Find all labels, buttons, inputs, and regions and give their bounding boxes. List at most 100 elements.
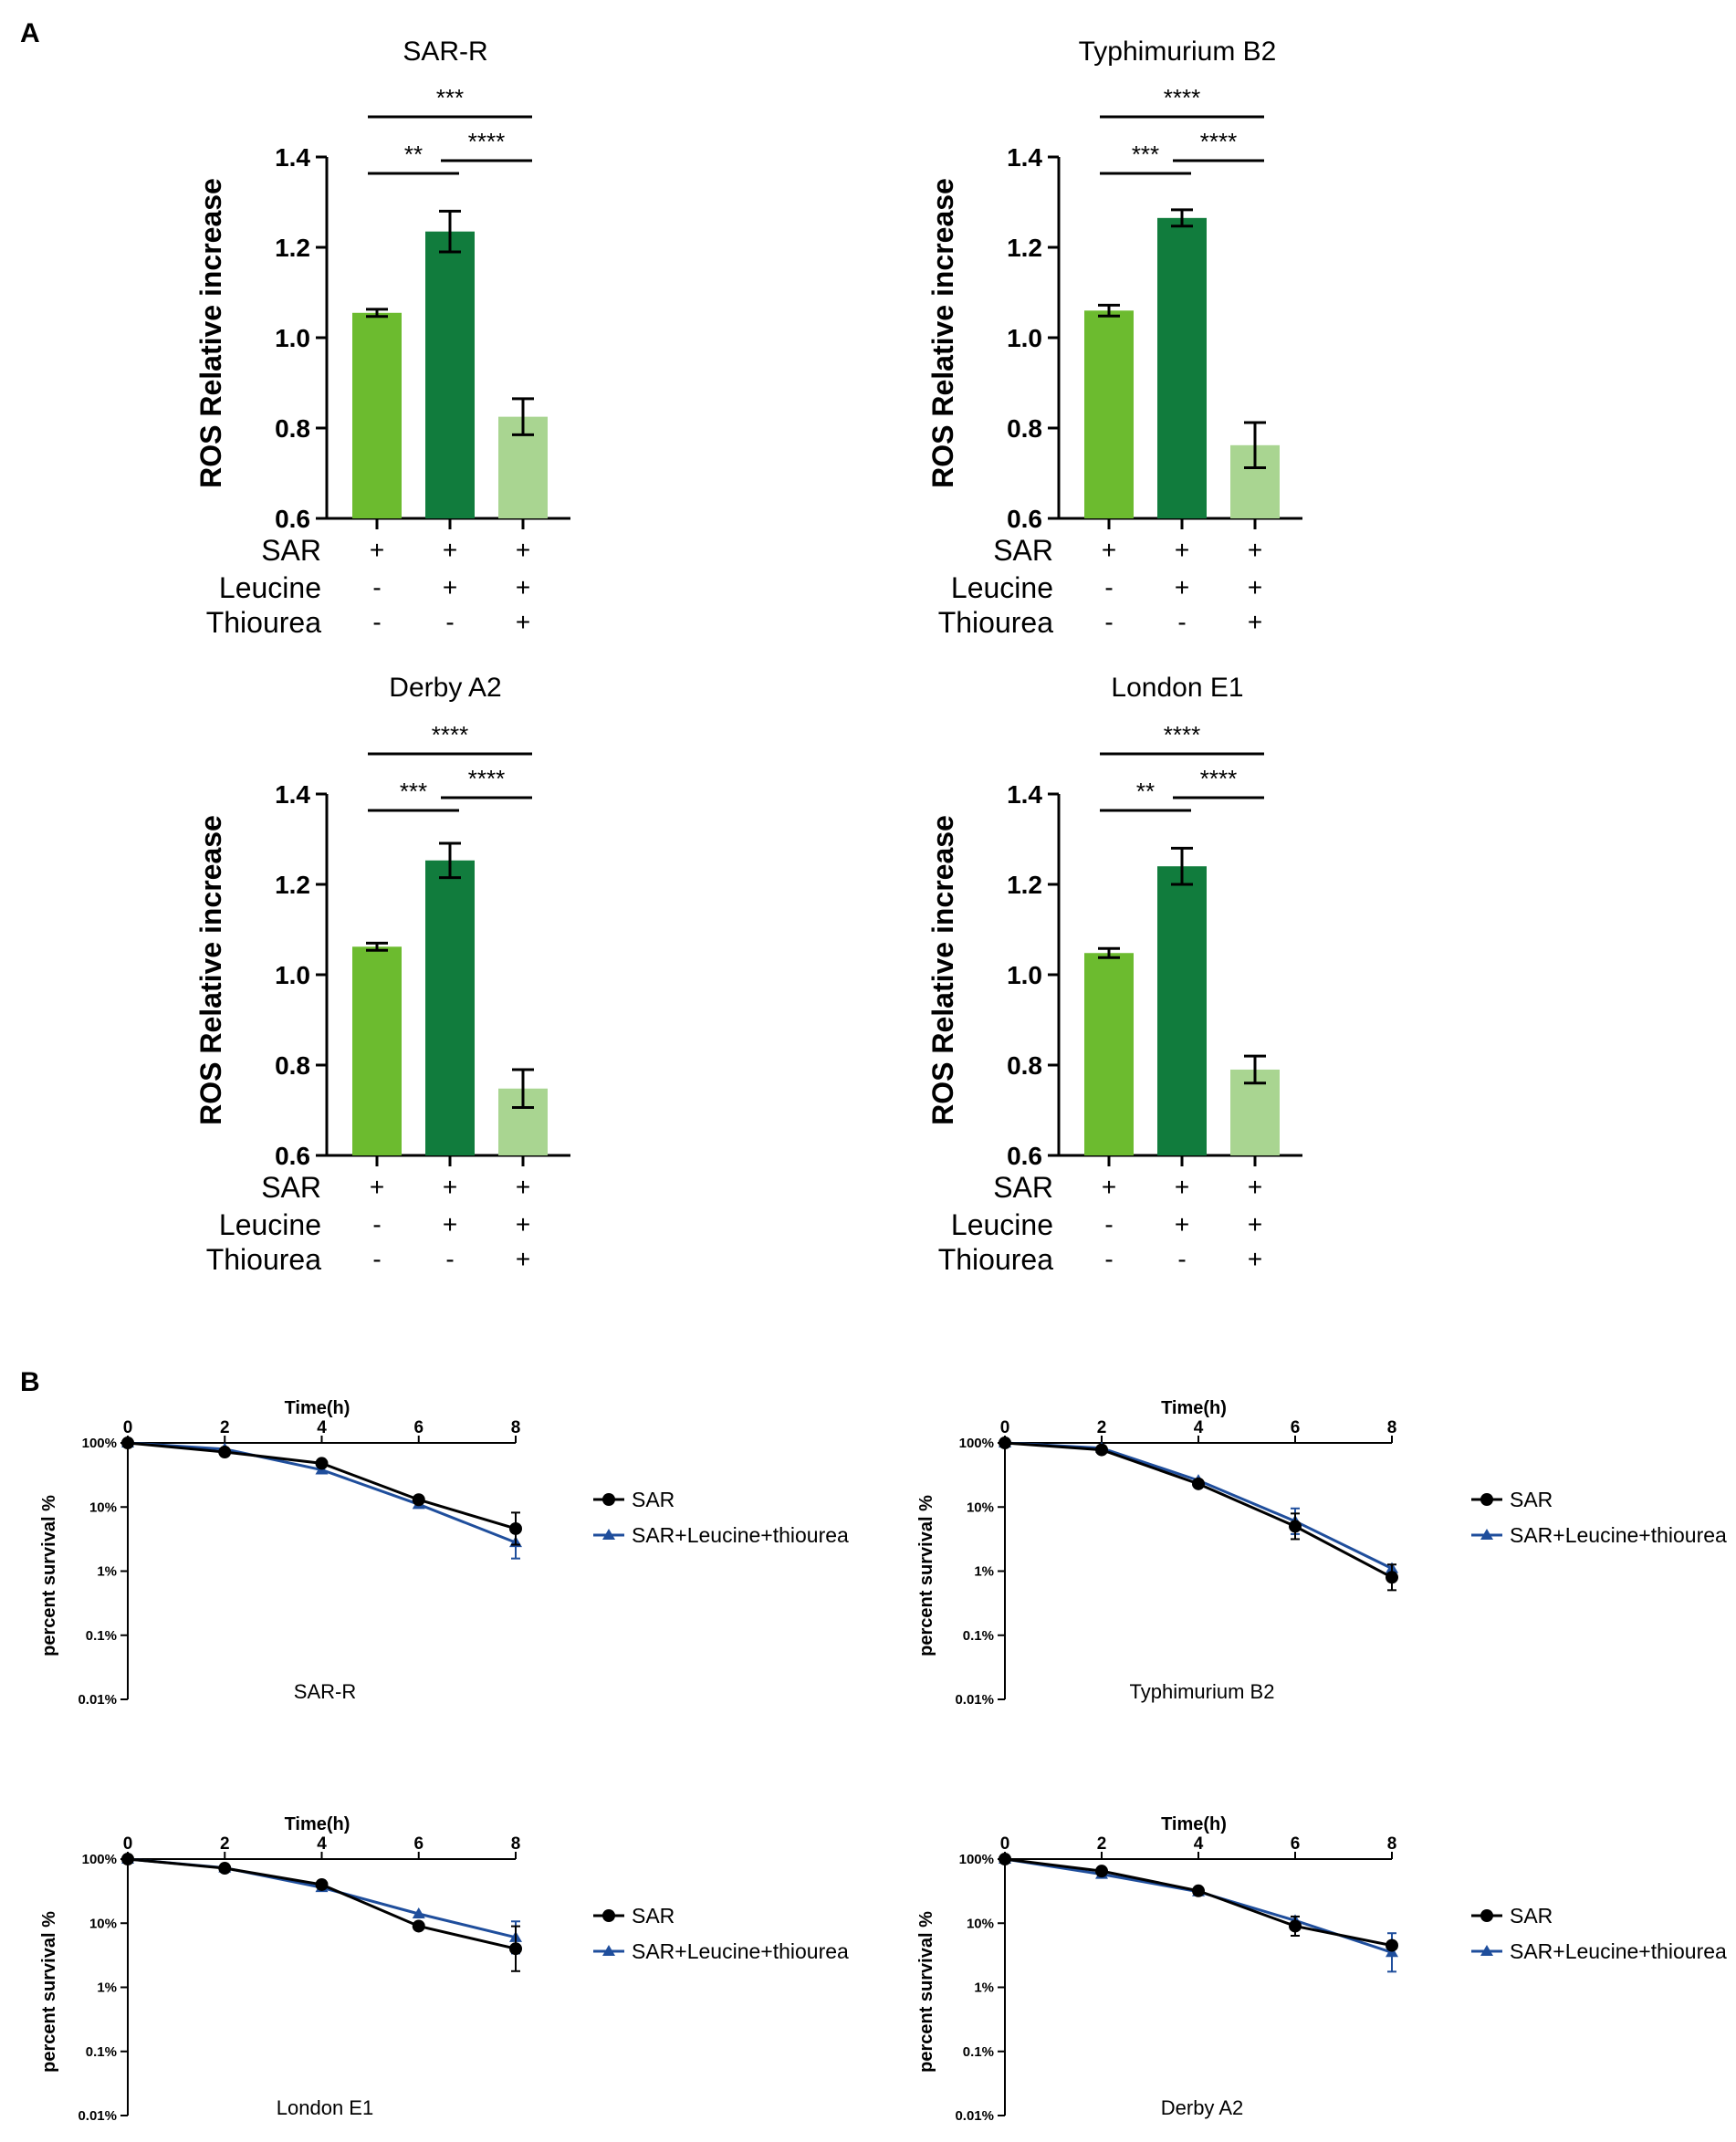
condition-sign: - [372, 608, 381, 636]
x-axis-label: Time(h) [1161, 1814, 1227, 1834]
x-axis-label: Time(h) [1161, 1398, 1227, 1418]
condition-sign: - [1177, 608, 1186, 636]
series-point [218, 1862, 232, 1876]
condition-label: Leucine [951, 571, 1053, 604]
condition-sign: + [1175, 536, 1189, 564]
series-line-0 [1004, 1441, 1393, 1579]
legend-marker [1480, 1945, 1493, 1956]
condition-sign: - [1104, 1210, 1113, 1238]
bar-1 [425, 231, 475, 519]
condition-label: Thiourea [206, 1243, 322, 1276]
series-line-0 [1004, 1857, 1393, 1948]
significance-label: **** [1164, 721, 1200, 748]
series-line-0 [127, 1857, 517, 1950]
bar-chart-0: SAR-R ROS Relative increase 0.6 0.8 1.0 1.2 1.… [194, 37, 570, 639]
y-tick-label: 0.1% [86, 1628, 117, 1644]
condition-label: SAR [993, 1171, 1053, 1204]
condition-label: SAR [261, 1171, 321, 1204]
series-point [412, 1493, 425, 1507]
condition-sign: - [445, 608, 454, 636]
legend-marker [602, 1945, 615, 1956]
condition-sign: + [443, 1173, 457, 1201]
condition-sign: + [516, 1245, 530, 1273]
x-tick-label: 2 [1097, 1418, 1107, 1437]
condition-sign: + [516, 608, 530, 636]
y-tick-label: 0.8 [1007, 414, 1042, 443]
y-tick-label: 0.6 [1007, 1142, 1042, 1170]
y-tick-label: 1.4 [1007, 780, 1042, 809]
condition-sign: + [370, 536, 384, 564]
condition-sign: + [1248, 608, 1262, 636]
condition-sign: + [1102, 1173, 1116, 1201]
y-tick-label: 100% [959, 1852, 994, 1867]
legend-label: SAR [1510, 1488, 1553, 1511]
condition-sign: - [372, 573, 381, 601]
strain-label: Derby A2 [1161, 2096, 1244, 2119]
condition-sign: - [372, 1210, 381, 1238]
y-tick-label: 1.0 [275, 324, 310, 352]
bar-1 [1157, 217, 1207, 518]
x-tick-label: 2 [220, 1418, 230, 1437]
condition-sign: + [443, 536, 457, 564]
strain-label: SAR-R [294, 1680, 356, 1703]
x-tick-label: 4 [1194, 1834, 1204, 1854]
legend-marker [1480, 1529, 1493, 1540]
condition-label: SAR [993, 534, 1053, 567]
condition-sign: + [443, 573, 457, 601]
legend-label: SAR+Leucine+thiourea [1510, 1523, 1727, 1547]
condition-sign: + [1248, 573, 1262, 601]
condition-sign: + [443, 1210, 457, 1238]
y-tick-label: 1% [974, 1564, 994, 1580]
y-tick-label: 1.0 [1007, 324, 1042, 352]
y-tick-label: 0.01% [78, 2108, 117, 2124]
x-tick-label: 0 [123, 1418, 133, 1437]
condition-sign: - [1104, 608, 1113, 636]
y-tick-label: 1.2 [1007, 234, 1042, 262]
series-point [509, 1942, 522, 1956]
bar-1 [1157, 866, 1207, 1155]
x-tick-label: 0 [123, 1834, 133, 1854]
series-point [1289, 1520, 1302, 1533]
chart-title: London E1 [1111, 673, 1243, 703]
significance-label: *** [436, 84, 464, 111]
y-tick-label: 100% [959, 1436, 994, 1451]
condition-sign: + [516, 536, 530, 564]
series-point [412, 1919, 425, 1933]
condition-sign: + [1248, 1173, 1262, 1201]
legend-label: SAR [632, 1904, 675, 1928]
strain-label: Typhimurium B2 [1130, 1680, 1275, 1703]
series-point [1192, 1884, 1205, 1897]
series-point [121, 1437, 134, 1449]
y-axis-label: ROS Relative increase [926, 815, 959, 1125]
condition-label: SAR [261, 534, 321, 567]
y-tick-label: 10% [967, 1499, 994, 1515]
y-tick-label: 100% [82, 1436, 117, 1451]
y-tick-label: 1.2 [275, 871, 310, 899]
y-axis-label: ROS Relative increase [194, 815, 227, 1125]
survival-chart-0: Time(h) 0 2 4 6 8 100% 10% 1% 0.1% 0.01% percent su… [39, 1398, 849, 1708]
legend-label: SAR [632, 1488, 675, 1511]
y-tick-label: 0.8 [1007, 1051, 1042, 1080]
condition-label: Thiourea [206, 606, 322, 639]
x-tick-label: 6 [413, 1418, 424, 1437]
significance-label: **** [1164, 84, 1200, 111]
bar-chart-1: Typhimurium B2 ROS Relative increase 0.6 0.… [926, 37, 1302, 639]
condition-sign: - [372, 1245, 381, 1273]
survival-chart-3: Time(h) 0 2 4 6 8 100% 10% 1% 0.1% 0.01% percent su… [916, 1814, 1727, 2124]
y-tick-label: 0.6 [275, 1142, 310, 1170]
condition-sign: + [516, 1210, 530, 1238]
y-tick-label: 0.01% [78, 1692, 117, 1708]
x-axis-label: Time(h) [285, 1398, 350, 1418]
series-point [218, 1446, 232, 1459]
legend-marker [602, 1493, 615, 1506]
series-point [412, 1907, 425, 1918]
significance-label: *** [400, 778, 427, 805]
bar-0 [1084, 953, 1134, 1155]
x-tick-label: 6 [1291, 1834, 1301, 1854]
x-tick-label: 0 [1000, 1834, 1010, 1854]
series-point [1289, 1919, 1302, 1933]
series-line-1 [1004, 1441, 1393, 1570]
condition-sign: + [1102, 536, 1116, 564]
survival-chart-1: Time(h) 0 2 4 6 8 100% 10% 1% 0.1% 0.01% percent su… [916, 1398, 1727, 1708]
